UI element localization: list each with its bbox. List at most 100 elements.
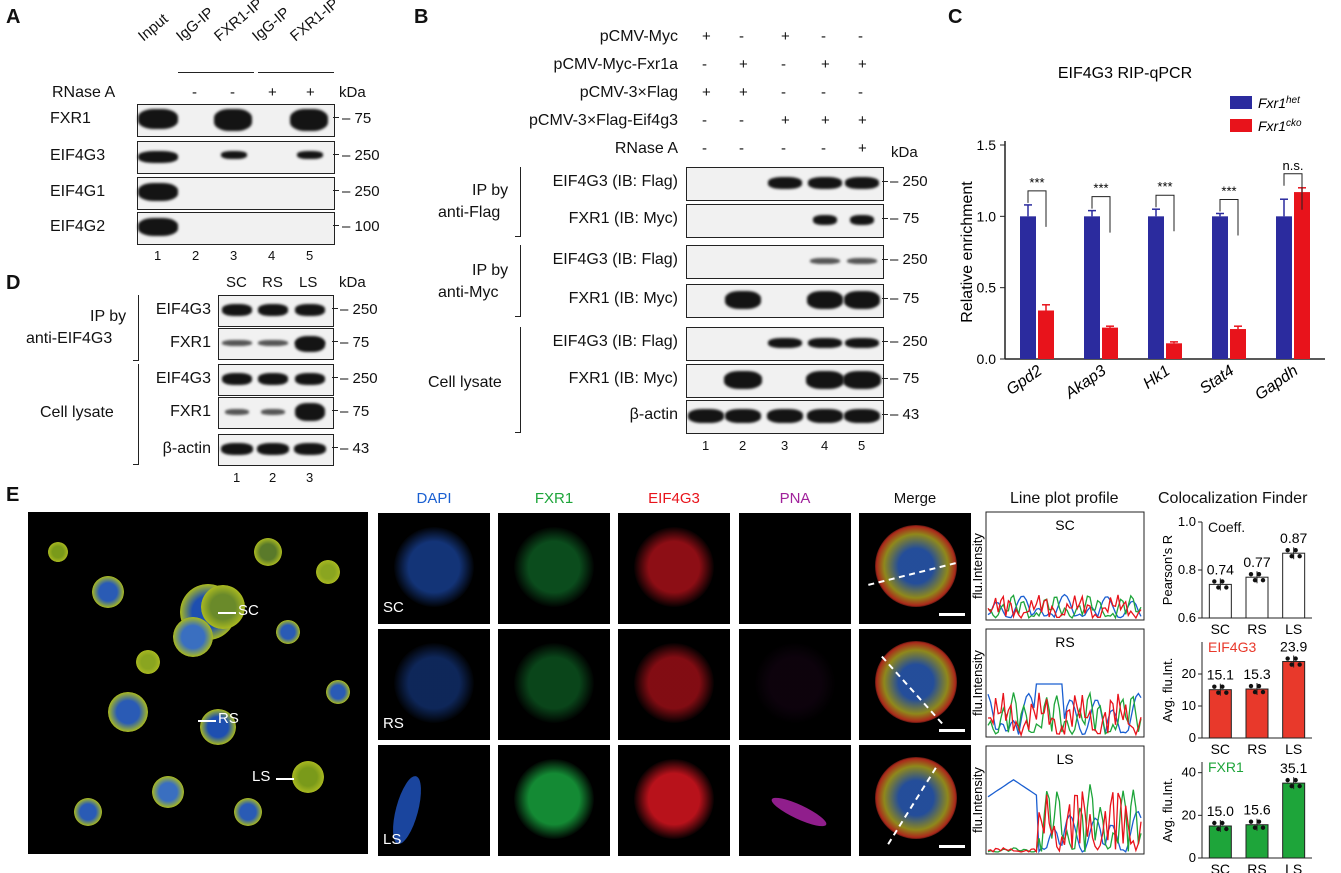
pna-signal (768, 792, 830, 832)
coloc-y-tick-label: 0 (1189, 730, 1196, 745)
panel-b-condition-sign: + (821, 112, 830, 129)
panel-d-mw-tick (332, 410, 338, 411)
coloc-y-label: Pearson's R (1160, 535, 1175, 605)
coloc-y-label: Avg. flu.Int. (1160, 778, 1175, 843)
panel-d-mw-tick (332, 341, 338, 342)
coloc-y-tick-label: 0.8 (1178, 562, 1196, 577)
coloc-dot (1216, 826, 1221, 832)
overview-cell (92, 576, 124, 608)
coloc-value-label: 23.9 (1280, 639, 1307, 655)
line-plot-row-label: RS (1055, 634, 1074, 650)
panel-d-mw: – 75 (340, 334, 370, 351)
coloc-value-label: 15.1 (1207, 667, 1234, 683)
significance-bracket (1027, 190, 1047, 227)
panel-d-mw: – 250 (340, 301, 378, 318)
panel-b-condition-sign: - (781, 140, 786, 157)
overview-cell (200, 709, 236, 745)
panel-a-mw-tick (333, 190, 339, 191)
overview-label: RS (218, 710, 239, 727)
panel-d-band (221, 443, 253, 455)
panel-b-mw-tick (882, 341, 888, 342)
panel-a-lane-number: 2 (192, 248, 200, 263)
coloc-dot (1252, 689, 1258, 695)
panel-d-band (294, 443, 326, 455)
channel-header: DAPI (416, 490, 452, 507)
micrograph-tile (618, 629, 730, 740)
x-tick-label: Stat4 (1197, 362, 1237, 397)
coloc-dot (1260, 825, 1266, 830)
panel-d-band (225, 409, 249, 415)
line-plot-row-label: LS (1056, 751, 1073, 767)
panel-b-group-label: IP by (472, 182, 509, 199)
panel-d-band (295, 403, 325, 421)
coloc-dot (1212, 579, 1217, 584)
panel-d-row-label: EIF4G3 (155, 301, 211, 318)
panel-b-group-bracket (520, 167, 521, 236)
panel-b-group-label: anti-Myc (438, 284, 499, 301)
coloc-dot (1293, 548, 1298, 553)
panel-b-condition-sign: - (781, 84, 786, 101)
line-plot-chart: SC flu.Intensity RS flu.Intensity LS flu.Inte… (972, 511, 1145, 855)
coloc-value-label: 15.0 (1207, 803, 1234, 819)
panel-b-group-bracket (520, 245, 521, 316)
x-tick-label: Gapdh (1252, 362, 1301, 404)
channel-header: Merge (893, 490, 937, 507)
panel-b-lane-number: 1 (702, 438, 710, 453)
panel-b-condition-label: pCMV-3×Flag-Eif4g3 (529, 112, 678, 129)
channel-signal (514, 759, 594, 839)
panel-b-band (850, 215, 874, 225)
x-tick-label: Akap3 (1062, 362, 1110, 403)
panel-b-condition-label: pCMV-Myc (599, 28, 678, 45)
panel-d-mw: – 75 (340, 403, 370, 420)
overview-label: SC (238, 602, 259, 619)
coloc-dot (1224, 690, 1229, 695)
panel-b-condition-sign: - (702, 112, 707, 129)
coloc-dot (1216, 690, 1221, 695)
coloc-y-tick-label: 40 (1182, 765, 1196, 780)
panel-e-label: E (6, 484, 20, 506)
coloc-bar (1282, 661, 1306, 739)
micrograph-tile (739, 629, 851, 740)
panel-b-band (725, 291, 761, 309)
panel-a-lane-number: 1 (154, 248, 162, 263)
coloc-x-tick-label: RS (1247, 621, 1266, 637)
panel-b-condition-sign: + (858, 112, 867, 129)
panel-d-group-label: anti-EIF4G3 (26, 330, 113, 347)
channel-signal (514, 527, 594, 607)
coloc-x-tick-label: SC (1211, 741, 1230, 757)
coloc-dot (1220, 684, 1225, 689)
panel-b-group-bracket (520, 327, 521, 432)
panel-b-condition-sign: + (821, 56, 830, 73)
panel-d-group-bracket (133, 360, 139, 361)
micrograph-tile: RS (378, 629, 490, 740)
legend-sup: het (1286, 95, 1301, 106)
micrograph-tile (498, 629, 610, 740)
panel-d-kda: kDa (339, 274, 366, 291)
panel-b-band (725, 409, 761, 423)
line-plot-series (987, 779, 1142, 854)
panel-b-mw-tick (882, 181, 888, 182)
panel-b-lane-number: 4 (821, 438, 829, 453)
panel-d-group-bracket (138, 295, 139, 360)
panel-a-rnase-label: RNase A (52, 84, 116, 101)
coloc-dot (1289, 783, 1294, 789)
coloc-dot (1297, 783, 1302, 789)
significance-bracket (1155, 194, 1175, 232)
panel-d-lane-label: LS (299, 274, 318, 291)
bar (1166, 343, 1182, 359)
coloc-y-tick-label: 10 (1182, 698, 1196, 713)
panel-b-condition-label: pCMV-Myc-Fxr1a (553, 56, 678, 73)
panel-b-condition-sign: - (821, 84, 826, 101)
panel-b-mw-tick (882, 378, 888, 379)
coloc-dot (1256, 819, 1262, 824)
legend-label: Fxr1het (1258, 95, 1301, 111)
panel-b-band (688, 409, 724, 423)
overview-cell (326, 680, 350, 704)
panel-b-mw: – 250 (890, 251, 928, 268)
channel-header: PNA (779, 490, 811, 507)
micrograph-tile (739, 745, 851, 856)
micrograph-row-label: LS (383, 831, 402, 848)
panel-d-mw-tick (332, 377, 338, 378)
panel-a-band (138, 151, 178, 163)
significance-label: *** (1029, 175, 1044, 190)
